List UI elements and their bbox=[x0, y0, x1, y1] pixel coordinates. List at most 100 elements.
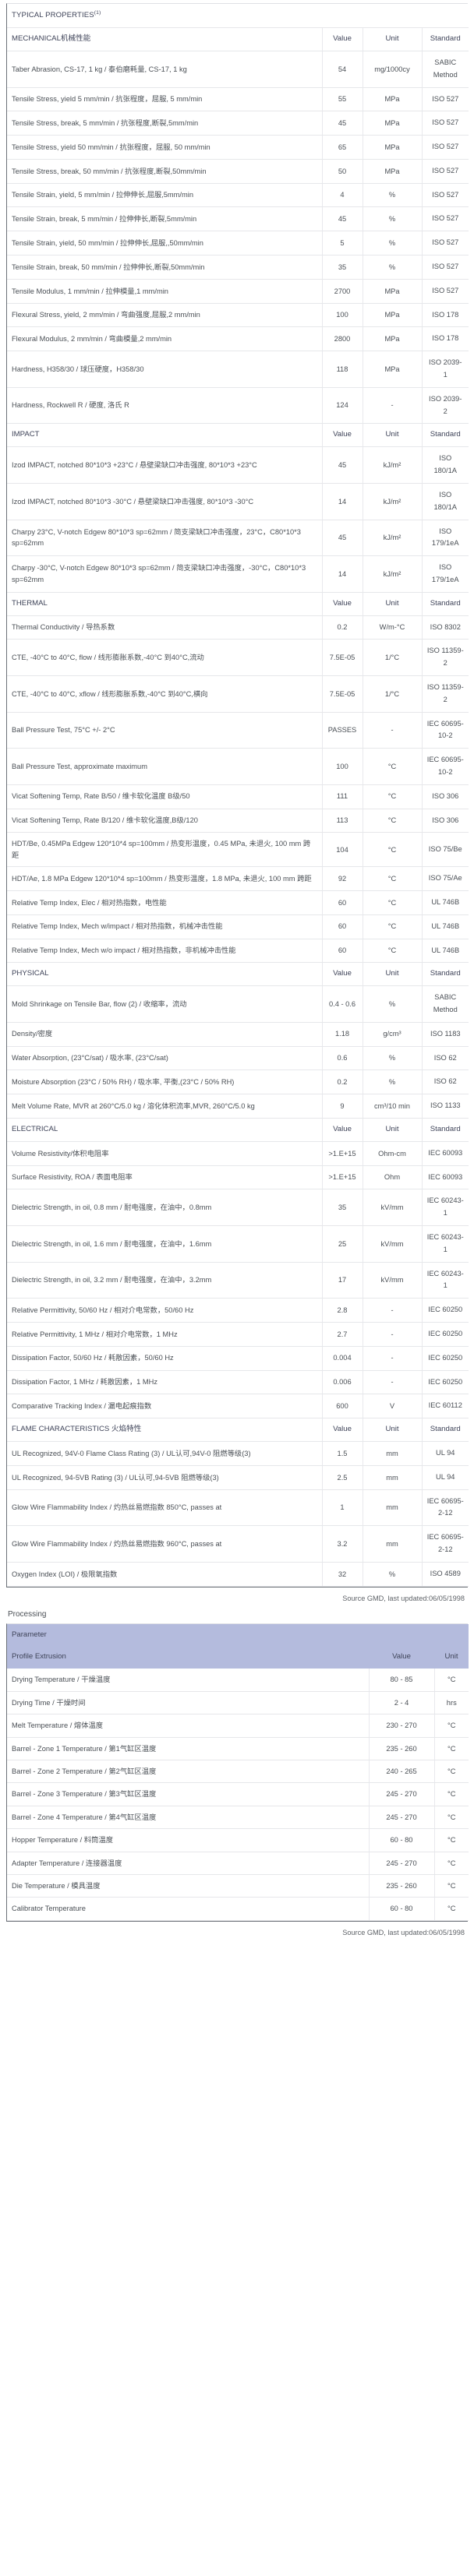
processing-value-cell: 2 - 4 bbox=[369, 1691, 435, 1715]
page-title: TYPICAL PROPERTIES(1) bbox=[7, 4, 469, 29]
title-footnote-marker: (1) bbox=[94, 10, 101, 16]
column-header-standard: Standard bbox=[422, 592, 469, 616]
processing-parameter-header: Parameter bbox=[7, 1623, 469, 1647]
typical-properties-table: TYPICAL PROPERTIES(1) MECHANICAL机械性能 Value… bbox=[7, 4, 469, 1587]
standard-cell: ISO 527 bbox=[422, 206, 469, 232]
table-row: Oxygen Index (LOI) / 极限氧指数 32% ISO 4589 bbox=[7, 1562, 469, 1587]
unit-cell: °C bbox=[363, 748, 423, 785]
standard-cell: ISO 62 bbox=[422, 1070, 469, 1095]
unit-cell: kV/mm bbox=[363, 1189, 423, 1226]
table-row: Charpy 23°C, V-notch Edgew 80*10*3 sp=62… bbox=[7, 520, 469, 557]
section-title: THERMAL bbox=[7, 592, 323, 616]
standard-cell: UL 94 bbox=[422, 1441, 469, 1466]
unit-cell: °C bbox=[363, 890, 423, 915]
value-cell: 65 bbox=[322, 135, 363, 160]
unit-cell: MPa bbox=[363, 87, 423, 112]
property-cell: Flexural Modulus, 2 mm/min / 弯曲模量,2 mm/m… bbox=[7, 326, 323, 352]
processing-value-cell: 245 - 270 bbox=[369, 1852, 435, 1875]
unit-cell: MPa bbox=[363, 303, 423, 328]
value-cell: 124 bbox=[322, 387, 363, 425]
unit-cell: kV/mm bbox=[363, 1225, 423, 1263]
table-row: Dielectric Strength, in oil, 1.6 mm / 耐电… bbox=[7, 1225, 469, 1263]
standard-cell: ISO 4589 bbox=[422, 1562, 469, 1587]
unit-cell: mm bbox=[363, 1489, 423, 1527]
column-header-standard: Standard bbox=[422, 1118, 469, 1142]
column-header-standard: Standard bbox=[422, 423, 469, 448]
value-cell: 1.18 bbox=[322, 1022, 363, 1047]
value-cell: PASSES bbox=[322, 712, 363, 749]
section-header-row: IMPACT Value Unit Standard bbox=[7, 423, 469, 448]
property-cell: Mold Shrinkage on Tensile Bar, flow (2) … bbox=[7, 985, 323, 1023]
section-title: MECHANICAL机械性能 bbox=[7, 27, 323, 51]
table-row: Relative Temp Index, Mech w/impact / 相对热… bbox=[7, 914, 469, 939]
table-row: Dielectric Strength, in oil, 0.8 mm / 耐电… bbox=[7, 1189, 469, 1226]
unit-cell: MPa bbox=[363, 111, 423, 136]
table-row: Hardness, H358/30 / 球压硬度，H358/30 118 MPa IS… bbox=[7, 351, 469, 388]
standard-cell: IEC 60243-1 bbox=[422, 1262, 469, 1299]
unit-cell: - bbox=[363, 1370, 423, 1395]
processing-value-cell: 60 - 80 bbox=[369, 1828, 435, 1852]
standard-cell: ISO 11359-2 bbox=[422, 675, 469, 713]
unit-cell: - bbox=[363, 387, 423, 425]
table-row: CTE, -40°C to 40°C, xflow / 线形膨胀系数,-40°C… bbox=[7, 675, 469, 713]
processing-unit-cell: °C bbox=[434, 1897, 469, 1921]
property-cell: HDT/Ae, 1.8 MPa Edgew 120*10*4 sp=100mm … bbox=[7, 866, 323, 891]
property-cell: Glow Wire Flammability Index / 灼热丝易燃指数 8… bbox=[7, 1489, 323, 1527]
unit-cell: mm bbox=[363, 1465, 423, 1490]
unit-cell: kJ/m² bbox=[363, 520, 423, 557]
property-cell: Flexural Stress, yield, 2 mm/min / 弯曲强度,… bbox=[7, 303, 323, 328]
processing-table-row: Drying Time / 干燥时间 2 - 4 hrs bbox=[7, 1691, 469, 1715]
processing-column-header-unit: Unit bbox=[434, 1646, 469, 1669]
value-cell: 14 bbox=[322, 483, 363, 520]
unit-cell: Ohm bbox=[363, 1165, 423, 1190]
property-cell: Tensile Strain, yield, 5 mm/min / 拉伸伸长,屈… bbox=[7, 183, 323, 208]
table-row: Vicat Softening Temp, Rate B/50 / 维卡软化温度… bbox=[7, 784, 469, 809]
value-cell: 7.5E-05 bbox=[322, 675, 363, 713]
section-header-row: ELECTRICAL Value Unit Standard bbox=[7, 1118, 469, 1142]
datasheet-page: TYPICAL PROPERTIES(1) MECHANICAL机械性能 Value… bbox=[6, 3, 469, 1936]
value-cell: 5 bbox=[322, 231, 363, 256]
processing-property-cell: Barrel - Zone 1 Temperature / 第1气缸区温度 bbox=[7, 1737, 370, 1760]
standard-cell: IEC 60695-10-2 bbox=[422, 748, 469, 785]
property-cell: Charpy 23°C, V-notch Edgew 80*10*3 sp=62… bbox=[7, 520, 323, 557]
processing-property-cell: Hopper Temperature / 料筒温度 bbox=[7, 1828, 370, 1852]
processing-value-cell: 60 - 80 bbox=[369, 1897, 435, 1921]
processing-table-row: Barrel - Zone 2 Temperature / 第2气缸区温度 240… bbox=[7, 1760, 469, 1784]
table-row: Dissipation Factor, 50/60 Hz / 耗散因素，50/6… bbox=[7, 1346, 469, 1371]
value-cell: 2.8 bbox=[322, 1298, 363, 1323]
standard-cell: SABIC Method bbox=[422, 51, 469, 88]
value-cell: 45 bbox=[322, 446, 363, 484]
standard-cell: ISO 1183 bbox=[422, 1022, 469, 1047]
unit-cell: kJ/m² bbox=[363, 446, 423, 484]
unit-cell: % bbox=[363, 1562, 423, 1587]
value-cell: 118 bbox=[322, 351, 363, 388]
processing-value-cell: 245 - 270 bbox=[369, 1782, 435, 1806]
property-cell: Tensile Stress, yield 50 mm/min / 抗张程度，屈… bbox=[7, 135, 323, 160]
processing-value-cell: 80 - 85 bbox=[369, 1669, 435, 1692]
standard-cell: UL 746B bbox=[422, 890, 469, 915]
standard-cell: ISO 178 bbox=[422, 326, 469, 352]
table-row: Vicat Softening Temp, Rate B/120 / 维卡软化温… bbox=[7, 809, 469, 833]
processing-label: Processing bbox=[8, 1609, 47, 1619]
unit-cell: MPa bbox=[363, 159, 423, 184]
processing-property-cell: Adapter Temperature / 连接器温度 bbox=[7, 1852, 370, 1875]
processing-table-row: Die Temperature / 模具温度 235 - 260 °C bbox=[7, 1874, 469, 1898]
standard-cell: ISO 179/1eA bbox=[422, 520, 469, 557]
value-cell: 104 bbox=[322, 832, 363, 868]
column-header-value: Value bbox=[322, 423, 363, 448]
processing-subsection-header-row: Profile Extrusion Value Unit bbox=[7, 1646, 469, 1669]
standard-cell: UL 746B bbox=[422, 914, 469, 939]
property-cell: Relative Temp Index, Elec / 相对热指数，电性能 bbox=[7, 890, 323, 915]
processing-unit-cell: °C bbox=[434, 1806, 469, 1830]
standard-cell: ISO 2039-1 bbox=[422, 351, 469, 388]
column-header-unit: Unit bbox=[363, 962, 423, 987]
value-cell: 60 bbox=[322, 890, 363, 915]
table-row: Comparative Tracking Index / 漏电起痕指数 600 V I… bbox=[7, 1394, 469, 1419]
processing-value-cell: 240 - 265 bbox=[369, 1760, 435, 1784]
value-cell: 1.5 bbox=[322, 1441, 363, 1466]
property-cell: Comparative Tracking Index / 漏电起痕指数 bbox=[7, 1394, 323, 1419]
table-row: Melt Volume Rate, MVR at 260°C/5.0 kg / … bbox=[7, 1094, 469, 1119]
standard-cell: IEC 60093 bbox=[422, 1165, 469, 1190]
table-row: Tensile Stress, break, 50 mm/min / 抗张程度,… bbox=[7, 159, 469, 184]
standard-cell: ISO 306 bbox=[422, 809, 469, 833]
